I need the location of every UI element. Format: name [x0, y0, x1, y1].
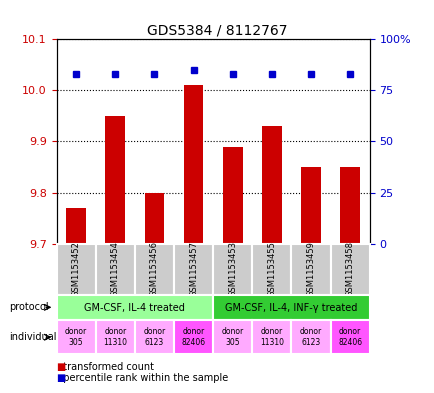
FancyBboxPatch shape — [56, 244, 95, 295]
Bar — [144, 193, 164, 244]
Bar — [223, 147, 242, 244]
Text: GSM1153453: GSM1153453 — [228, 241, 237, 297]
Text: ■: ■ — [56, 373, 66, 383]
FancyBboxPatch shape — [174, 244, 213, 295]
Text: transformed count: transformed count — [56, 362, 153, 373]
Bar — [300, 167, 320, 244]
FancyBboxPatch shape — [56, 295, 213, 320]
Text: GSM1153452: GSM1153452 — [72, 241, 80, 297]
FancyBboxPatch shape — [330, 320, 369, 354]
FancyBboxPatch shape — [213, 244, 252, 295]
Bar — [339, 167, 359, 244]
FancyBboxPatch shape — [135, 244, 174, 295]
FancyBboxPatch shape — [213, 295, 369, 320]
FancyBboxPatch shape — [291, 320, 330, 354]
Text: GSM1153454: GSM1153454 — [111, 241, 119, 297]
Bar — [66, 208, 86, 244]
Text: donor
6123: donor 6123 — [299, 327, 322, 347]
Text: donor
305: donor 305 — [65, 327, 87, 347]
Text: individual: individual — [9, 332, 56, 342]
Text: donor
305: donor 305 — [221, 327, 243, 347]
FancyBboxPatch shape — [330, 244, 369, 295]
FancyBboxPatch shape — [252, 320, 291, 354]
Text: GSM1153456: GSM1153456 — [150, 241, 158, 297]
FancyBboxPatch shape — [95, 244, 135, 295]
FancyBboxPatch shape — [291, 244, 330, 295]
Bar — [183, 85, 203, 244]
Text: donor
11310: donor 11310 — [259, 327, 283, 347]
Text: ■: ■ — [56, 362, 66, 373]
Bar — [261, 126, 281, 244]
FancyBboxPatch shape — [174, 320, 213, 354]
FancyBboxPatch shape — [135, 320, 174, 354]
Bar — [105, 116, 125, 244]
Text: donor
82406: donor 82406 — [337, 327, 362, 347]
Text: donor
11310: donor 11310 — [103, 327, 127, 347]
Text: GSM1153458: GSM1153458 — [345, 241, 354, 297]
Text: donor
6123: donor 6123 — [143, 327, 165, 347]
Text: GSM1153455: GSM1153455 — [267, 241, 276, 297]
Text: GDS5384 / 8112767: GDS5384 / 8112767 — [147, 24, 287, 38]
FancyBboxPatch shape — [213, 320, 252, 354]
Text: protocol: protocol — [9, 302, 48, 312]
Text: GSM1153459: GSM1153459 — [306, 241, 315, 297]
Text: GSM1153457: GSM1153457 — [189, 241, 197, 297]
FancyBboxPatch shape — [252, 244, 291, 295]
Text: percentile rank within the sample: percentile rank within the sample — [56, 373, 227, 383]
FancyBboxPatch shape — [95, 320, 135, 354]
FancyBboxPatch shape — [56, 320, 95, 354]
Text: donor
82406: donor 82406 — [181, 327, 205, 347]
Text: GM-CSF, IL-4, INF-γ treated: GM-CSF, IL-4, INF-γ treated — [225, 303, 357, 312]
Text: GM-CSF, IL-4 treated: GM-CSF, IL-4 treated — [84, 303, 185, 312]
